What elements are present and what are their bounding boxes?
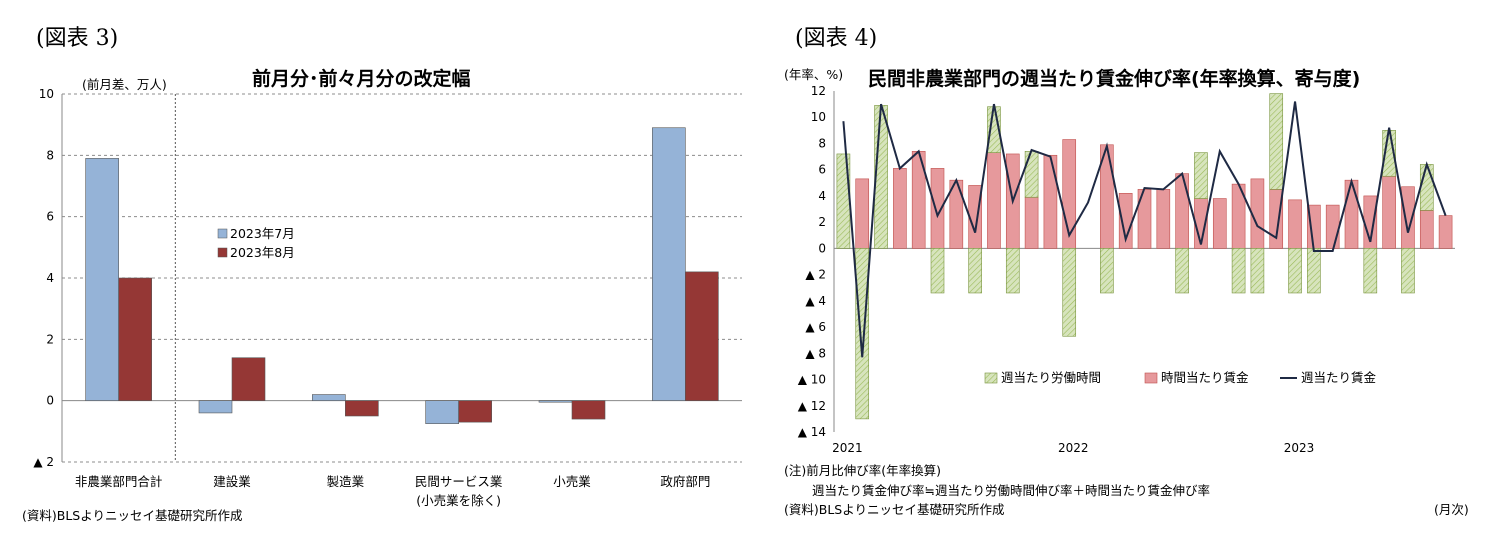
fig3-source: (資料)BLSよりニッセイ基礎研究所作成 bbox=[22, 508, 243, 523]
fig4-hours-bar bbox=[1024, 151, 1039, 198]
fig3-ytick-label: 4 bbox=[46, 271, 54, 285]
fig4-wage-bar bbox=[1438, 215, 1453, 249]
fig3-legend-label: 2023年7月 bbox=[230, 226, 295, 241]
fig4-wage-bar bbox=[987, 152, 1001, 249]
fig3-chart: ▲ 2 0 2 4 6 8 10 非農業部門合計 建設業 製造業 民間サービス業 (小売業を除く) 小売… bbox=[33, 87, 742, 508]
fig3-bar bbox=[571, 400, 606, 420]
fig4-ytick-label: ▲ 8 bbox=[805, 346, 826, 360]
fig3-category-label: 政府部門 bbox=[660, 474, 710, 489]
fig3-bar bbox=[312, 394, 346, 401]
fig3-category-label: 製造業 bbox=[327, 474, 365, 489]
fig4-wage-bar bbox=[1382, 175, 1396, 249]
fig4-wage-bar bbox=[1344, 179, 1359, 249]
fig4-wage-bar bbox=[1288, 199, 1302, 249]
fig4-hours-bar bbox=[1363, 248, 1378, 294]
fig4-weekly-wage-line bbox=[842, 101, 1447, 358]
fig3-unit: (前月差、万人) bbox=[82, 77, 167, 92]
fig3-bar bbox=[198, 400, 233, 414]
fig3-bar bbox=[652, 127, 686, 401]
fig3-legend-label: 2023年8月 bbox=[230, 245, 295, 260]
fig4-hours-bar bbox=[1288, 248, 1302, 294]
fig4-ytick-label: 8 bbox=[818, 136, 826, 150]
fig4-xtick-label: 2023 bbox=[1284, 441, 1315, 455]
fig4-wage-bar bbox=[1156, 189, 1171, 249]
fig4-hours-bar bbox=[1419, 164, 1434, 211]
fig4-wage-bar bbox=[1024, 196, 1039, 249]
fig3-legend-swatch bbox=[217, 247, 228, 258]
fig3-ytick-label: 8 bbox=[46, 148, 54, 162]
fig4-hours-bar bbox=[1231, 248, 1246, 294]
fig4-unit: (年率、%) bbox=[784, 67, 844, 82]
fig4-hours-bar bbox=[930, 248, 945, 294]
fig4-ytick-label: 4 bbox=[818, 189, 826, 203]
fig4-wage-bar bbox=[1043, 154, 1058, 249]
fig4-ytick-label: ▲ 12 bbox=[798, 399, 826, 413]
fig4-hours-bar bbox=[1100, 248, 1114, 294]
fig3-bar bbox=[685, 271, 719, 401]
fig4-legend-label: 週当たり労働時間 bbox=[1001, 370, 1101, 385]
fig4-label: (図表 4) bbox=[795, 26, 878, 51]
fig4-legend-label: 週当たり賃金 bbox=[1301, 370, 1377, 385]
fig4-ytick-label: 6 bbox=[818, 163, 826, 177]
fig4-note1: (注)前月比伸び率(年率換算) bbox=[784, 463, 942, 478]
fig3-category-label: 民間サービス業 bbox=[415, 474, 503, 489]
fig4-hours-bar bbox=[1250, 248, 1265, 294]
fig4-wage-bar bbox=[1212, 198, 1227, 249]
fig4-legend-label: 時間当たり賃金 bbox=[1161, 370, 1249, 385]
fig3-bar bbox=[458, 400, 492, 423]
fig3-category-label: 小売業 bbox=[553, 474, 591, 489]
fig3-label: (図表 3) bbox=[36, 26, 119, 51]
fig4-source: (資料)BLSよりニッセイ基礎研究所作成 bbox=[784, 502, 1005, 517]
fig4-hours-bar bbox=[1269, 93, 1284, 190]
fig4-hours-bar bbox=[1401, 248, 1415, 294]
fig4-wage-bar bbox=[1175, 173, 1189, 249]
fig4-hours-bar bbox=[1062, 248, 1077, 337]
fig4-ytick-label: ▲ 14 bbox=[798, 425, 826, 439]
fig4-hours-bar bbox=[968, 248, 982, 294]
fig3-legend-swatch bbox=[217, 228, 228, 239]
fig3-ytick-label: 10 bbox=[39, 87, 54, 101]
fig3-title: 前月分･前々月分の改定幅 bbox=[252, 68, 471, 90]
fig4-legend-swatch-hours bbox=[984, 372, 998, 384]
fig4-title: 民間非農業部門の週当たり賃金伸び率(年率換算、寄与度) bbox=[868, 68, 1361, 90]
fig4-xtick-label: 2021 bbox=[832, 441, 863, 455]
fig4-wage-bar bbox=[893, 168, 907, 249]
fig4-ytick-label: 0 bbox=[818, 241, 826, 255]
fig4-ytick-label: 2 bbox=[818, 215, 826, 229]
fig3-ytick-label: 0 bbox=[46, 394, 54, 408]
fig3-bar bbox=[118, 277, 152, 401]
fig3-category-sublabel: (小売業を除く) bbox=[416, 493, 501, 508]
fig4-ytick-label: 12 bbox=[811, 84, 826, 98]
fig4-ytick-label: 10 bbox=[811, 110, 826, 124]
fig3-category-label: 建設業 bbox=[213, 474, 251, 489]
fig4-ytick-label: ▲ 10 bbox=[798, 373, 826, 387]
fig4-hours-bar bbox=[1307, 248, 1321, 294]
fig4-hours-bar bbox=[1175, 248, 1189, 294]
fig4-xunit: (月次) bbox=[1434, 502, 1469, 517]
fig4-ytick-label: ▲ 2 bbox=[805, 268, 826, 282]
fig4-wage-bar bbox=[855, 178, 870, 249]
fig3-bar bbox=[231, 357, 266, 401]
fig4-note2: 週当たり賃金伸び率≒週当たり労働時間伸び率＋時間当たり賃金伸び率 bbox=[812, 483, 1210, 498]
fig4-wage-bar bbox=[1325, 204, 1340, 249]
fig3-bar bbox=[345, 400, 379, 417]
fig4-wage-bar bbox=[1419, 210, 1434, 249]
fig4-xtick-label: 2022 bbox=[1058, 441, 1089, 455]
fig4-legend-swatch-wage bbox=[1144, 372, 1158, 384]
fig3-category-label: 非農業部門合計 bbox=[75, 474, 163, 489]
fig4-ytick-label: ▲ 6 bbox=[805, 320, 826, 334]
fig4-hours-bar bbox=[855, 248, 870, 420]
fig3-ytick-label: 2 bbox=[46, 332, 54, 346]
fig3-bar bbox=[85, 158, 119, 401]
fig3-ytick-label: 6 bbox=[46, 210, 54, 224]
fig4-hours-bar bbox=[1194, 152, 1208, 199]
fig4-ytick-label: ▲ 4 bbox=[805, 294, 826, 308]
fig4-hours-bar bbox=[1005, 248, 1020, 294]
fig3-ytick-label: ▲ 2 bbox=[33, 455, 54, 469]
